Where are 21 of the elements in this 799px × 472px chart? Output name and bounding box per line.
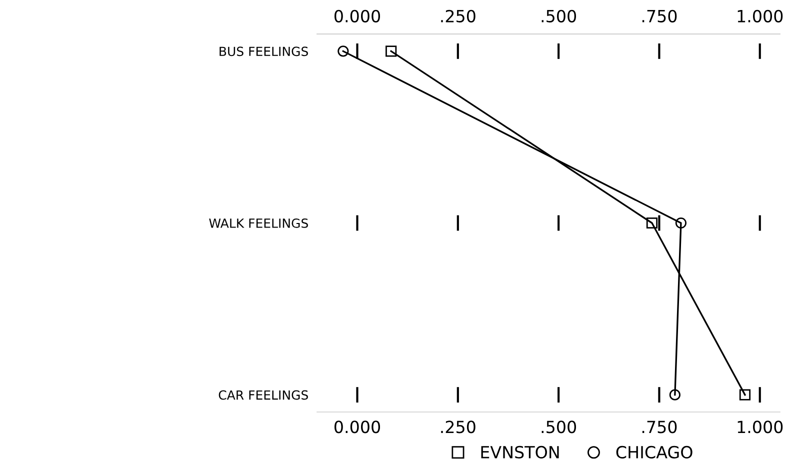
x-tick-label: .750: [642, 420, 677, 434]
y-tick-label: CAR FEELINGS: [218, 390, 308, 400]
y-tick-label: WALK FEELINGS: [209, 218, 308, 228]
x2-tick-label: .500: [542, 10, 576, 22]
x2-tick-label: 0.000: [334, 10, 380, 22]
point: [739, 389, 751, 400]
x-tick-label: 0.000: [334, 420, 380, 434]
legend-label: CHICAGO: [616, 446, 692, 458]
point: [386, 46, 397, 57]
legend-label: EVNSTON: [481, 446, 559, 458]
x-tick-label: 1.000: [738, 420, 783, 434]
point: [646, 217, 658, 229]
point: [669, 389, 680, 400]
x2-tick-label: .250: [441, 10, 476, 22]
point: [338, 46, 349, 57]
x-tick-label: .250: [441, 420, 476, 434]
y-tick-label: BUS FEELINGS: [220, 46, 308, 56]
x-tick-label: .500: [542, 420, 576, 434]
point: [675, 217, 687, 229]
x2-tick-label: .750: [642, 10, 677, 22]
x2-tick-label: 1.000: [738, 10, 783, 22]
